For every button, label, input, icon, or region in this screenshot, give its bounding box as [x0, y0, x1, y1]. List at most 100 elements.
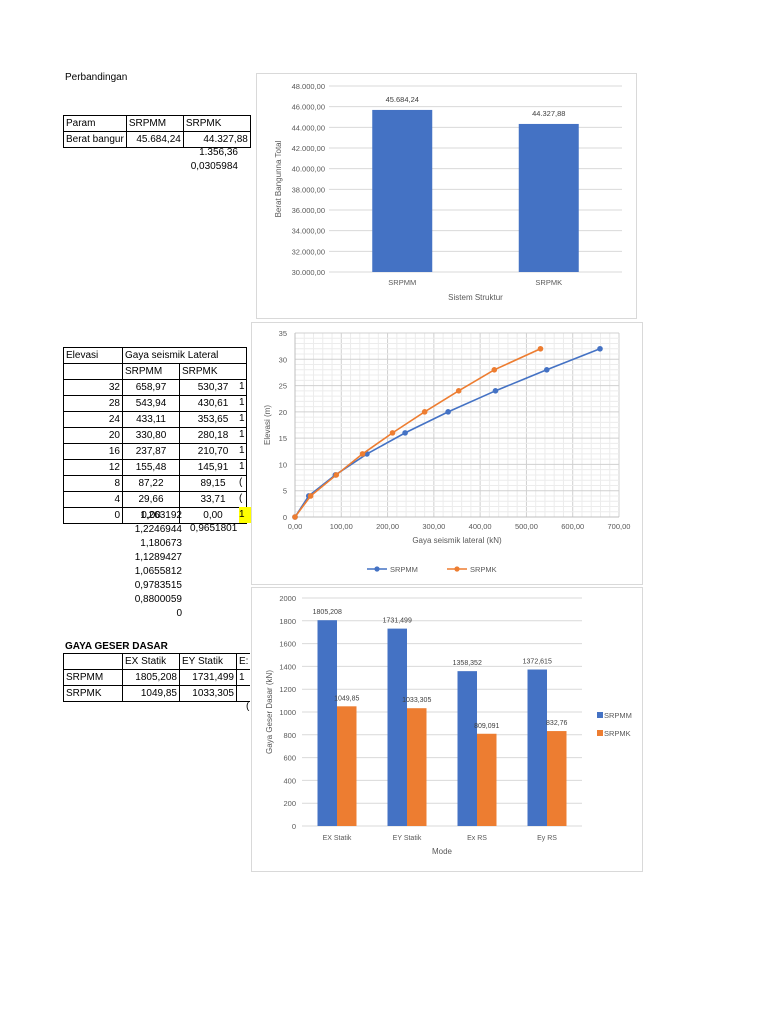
svg-text:832,76: 832,76	[546, 720, 568, 727]
cell: 4	[63, 491, 123, 508]
svg-text:36.000,00: 36.000,00	[292, 206, 325, 215]
svg-text:1049,85: 1049,85	[334, 695, 359, 702]
header-cell	[63, 653, 123, 670]
header-cell: SRPMK	[182, 115, 251, 132]
chart1-plot: 30.000,00 32.000,00 34.000,00 36.000,00 38.0…	[274, 82, 622, 302]
gaya-seismik-table: Elevasi Gaya seismik Lateral SRPMM SRPMK…	[63, 347, 247, 524]
cell: SRPMK	[63, 685, 123, 702]
svg-text:300,00: 300,00	[422, 522, 445, 531]
header-cell: SRPMM	[125, 115, 184, 132]
chart3-plot: 0 200 400 600 800 1000 1200 1400 1600 1800 2000 180…	[265, 594, 632, 856]
cell: 543,94	[122, 395, 180, 412]
table-row: 16 237,87 210,70	[63, 443, 247, 460]
svg-text:EY Statik: EY Statik	[393, 835, 422, 842]
svg-text:SRPMK: SRPMK	[470, 565, 497, 574]
ratio-side-value: 0,9651801	[190, 523, 238, 534]
chart-berat-bangunan[interactable]: 30.000,00 32.000,00 34.000,00 36.000,00 38.0…	[256, 73, 637, 319]
ratio-value: 0,0305984	[190, 161, 238, 172]
cell: 45.684,24	[125, 131, 184, 148]
svg-text:Ex RS: Ex RS	[467, 835, 487, 842]
svg-text:400,00: 400,00	[469, 522, 492, 531]
cell	[236, 685, 251, 702]
svg-text:0: 0	[292, 822, 296, 831]
svg-text:EX Statik: EX Statik	[323, 835, 352, 842]
table-header-row: Elevasi Gaya seismik Lateral	[63, 347, 247, 364]
svg-text:200: 200	[283, 799, 296, 808]
cell: 1033,305	[179, 685, 237, 702]
header-cell: Elevasi	[63, 347, 123, 364]
cell: 330,80	[122, 427, 180, 444]
svg-text:500,00: 500,00	[515, 522, 538, 531]
svg-text:Gaya seismik lateral (kN): Gaya seismik lateral (kN)	[412, 536, 502, 545]
table-subheader-row: SRPMM SRPMK	[63, 363, 247, 380]
svg-text:SRPMM: SRPMM	[388, 278, 416, 287]
cell: 33,71	[179, 491, 247, 508]
svg-text:809,091: 809,091	[474, 723, 499, 730]
table-row: 32 658,97 530,37	[63, 379, 247, 396]
svg-text:38.000,00: 38.000,00	[292, 185, 325, 194]
cell: 8	[63, 475, 123, 492]
cell: 145,91	[179, 459, 247, 476]
cutoff-value: (	[246, 701, 250, 712]
cell: 28	[63, 395, 123, 412]
svg-text:35: 35	[279, 329, 287, 338]
cell: 44.327,88	[182, 131, 251, 148]
cutoff-cell: (	[239, 493, 243, 504]
header-cell: Gaya seismik Lateral	[122, 347, 247, 364]
chart-gaya-seismik-lateral[interactable]: 0 5 10 15 20 25 30 35 0,00 100,00 200,00 300,00 400,…	[251, 322, 643, 585]
table-row: 12 155,48 145,91	[63, 459, 247, 476]
table-row: 0 0,00 0,00	[63, 507, 247, 524]
svg-text:1372,615: 1372,615	[523, 659, 552, 666]
section-title-perbandingan: Perbandingan	[65, 72, 128, 83]
cell: 530,37	[179, 379, 247, 396]
gaya-geser-table: EX Statik EY Statik E: SRPMM 1805,208 17…	[63, 653, 251, 702]
cell: 237,87	[122, 443, 180, 460]
cell: 658,97	[122, 379, 180, 396]
svg-text:0: 0	[283, 513, 287, 522]
section-title-gaya-geser: GAYA GESER DASAR	[65, 641, 168, 652]
svg-text:400: 400	[283, 776, 296, 785]
svg-text:200,00: 200,00	[376, 522, 399, 531]
table-row: 24 433,11 353,65	[63, 411, 247, 428]
table-row: 8 87,22 89,15	[63, 475, 247, 492]
cutoff-cell: 1	[239, 381, 245, 392]
svg-text:1400: 1400	[279, 662, 296, 671]
ratio-value: 1,1289427	[134, 552, 182, 563]
svg-text:0,00: 0,00	[288, 522, 303, 531]
difference-value: 1.356,36	[199, 147, 238, 158]
svg-text:34.000,00: 34.000,00	[292, 227, 325, 236]
svg-text:700,00: 700,00	[608, 522, 631, 531]
cell: 353,65	[179, 411, 247, 428]
table-header-row: Param SRPMM SRPMK	[63, 115, 251, 132]
chart-gaya-geser-dasar[interactable]: 0 200 400 600 800 1000 1200 1400 1600 1800 2000 180…	[251, 587, 643, 872]
cutoff-cell: (	[239, 477, 243, 488]
ratio-list: 1,263192 1,2246944 1,180673 1,1289427 1,0655…	[110, 509, 182, 621]
table-row: 20 330,80 280,18	[63, 427, 247, 444]
svg-text:44.327,88: 44.327,88	[532, 109, 565, 118]
cell: 32	[63, 379, 123, 396]
svg-text:30.000,00: 30.000,00	[292, 268, 325, 277]
svg-text:800: 800	[283, 731, 296, 740]
svg-text:25: 25	[279, 382, 287, 391]
svg-text:46.000,00: 46.000,00	[292, 103, 325, 112]
svg-text:20: 20	[279, 408, 287, 417]
svg-text:Berat Bangunna Total: Berat Bangunna Total	[274, 140, 283, 217]
cell: 16	[63, 443, 123, 460]
cell: 24	[63, 411, 123, 428]
svg-text:1358,352: 1358,352	[453, 660, 482, 667]
header-cell: SRPMM	[122, 363, 180, 380]
svg-text:15: 15	[279, 434, 287, 443]
svg-text:Ey RS: Ey RS	[537, 835, 557, 842]
header-cell: SRPMK	[179, 363, 247, 380]
ratio-value: 0	[176, 608, 182, 619]
svg-text:44.000,00: 44.000,00	[292, 123, 325, 132]
table-header-row: EX Statik EY Statik E:	[63, 653, 251, 670]
cell: 1731,499	[179, 669, 237, 686]
svg-text:Elevasi (m): Elevasi (m)	[263, 405, 272, 445]
table-row: SRPMM 1805,208 1731,499 1	[63, 669, 251, 686]
svg-text:1600: 1600	[279, 640, 296, 649]
svg-text:600: 600	[283, 754, 296, 763]
cell: SRPMM	[63, 669, 123, 686]
cell: 280,18	[179, 427, 247, 444]
cell: Berat bangur	[63, 131, 127, 148]
